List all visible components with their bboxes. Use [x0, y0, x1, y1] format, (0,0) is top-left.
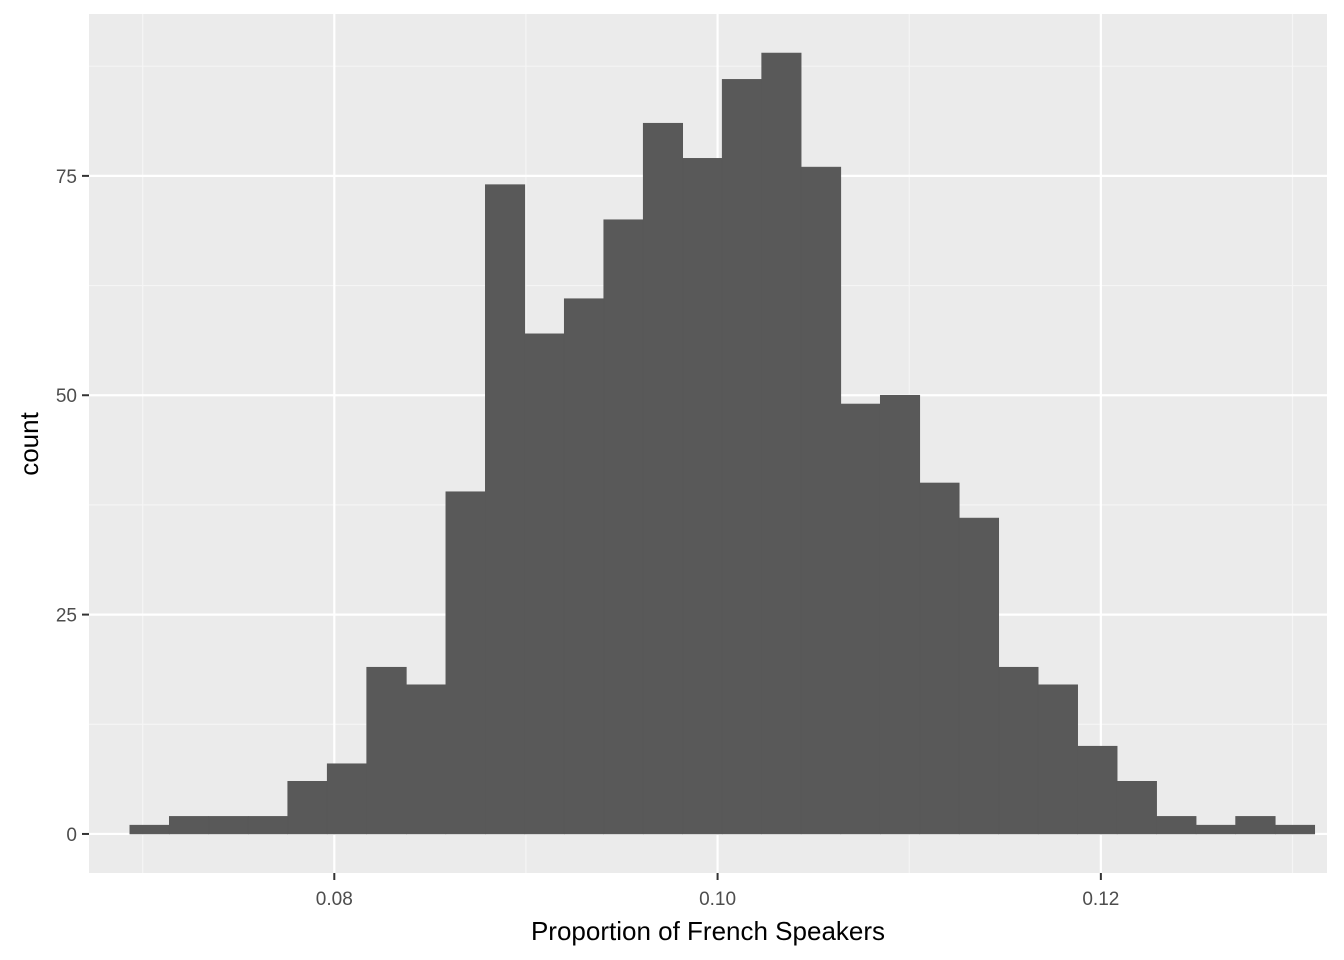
histogram-bar — [682, 158, 723, 835]
histogram-bar — [1195, 824, 1236, 835]
histogram-bar — [1235, 816, 1276, 835]
histogram-bar — [445, 491, 486, 835]
histogram-bar — [840, 403, 881, 835]
x-axis: 0.08 0.10 0.12 — [316, 873, 1119, 910]
histogram-bar — [326, 763, 367, 835]
y-tick-label: 25 — [56, 606, 77, 627]
histogram-bar — [129, 824, 170, 835]
histogram-bar — [366, 666, 407, 835]
histogram-bar — [208, 816, 249, 835]
x-tick-label: 0.12 — [1082, 889, 1119, 910]
histogram-bar — [287, 781, 328, 835]
histogram-bar — [1077, 745, 1118, 835]
histogram-bars — [129, 52, 1316, 835]
y-axis-title: count — [14, 411, 44, 475]
histogram-bar — [642, 122, 684, 835]
histogram-bar — [998, 666, 1039, 835]
x-tick-label: 0.08 — [316, 889, 353, 910]
histogram-bar — [1274, 824, 1316, 835]
histogram-bar — [919, 482, 960, 835]
histogram-bar — [761, 52, 802, 835]
y-axis: 0 25 50 75 — [56, 167, 89, 846]
histogram-bar — [879, 394, 921, 835]
histogram-bar — [603, 219, 644, 835]
histogram-bar — [1037, 684, 1078, 835]
histogram-bar — [524, 333, 565, 835]
histogram-bar — [563, 298, 605, 835]
histogram-bar — [958, 517, 1000, 835]
histogram-bar — [406, 684, 447, 835]
x-tick-label: 0.10 — [699, 889, 736, 910]
histogram-bar — [800, 166, 842, 835]
histogram-bar — [247, 816, 289, 835]
y-tick-label: 0 — [66, 825, 77, 846]
histogram-bar — [1156, 816, 1197, 835]
x-axis-title: Proportion of French Speakers — [531, 916, 885, 946]
histogram-bar — [168, 816, 210, 835]
histogram-bar — [1116, 781, 1157, 835]
histogram-bar — [485, 184, 526, 835]
y-tick-label: 50 — [56, 386, 77, 407]
y-tick-label: 75 — [56, 167, 77, 188]
histogram-bar — [721, 79, 762, 835]
